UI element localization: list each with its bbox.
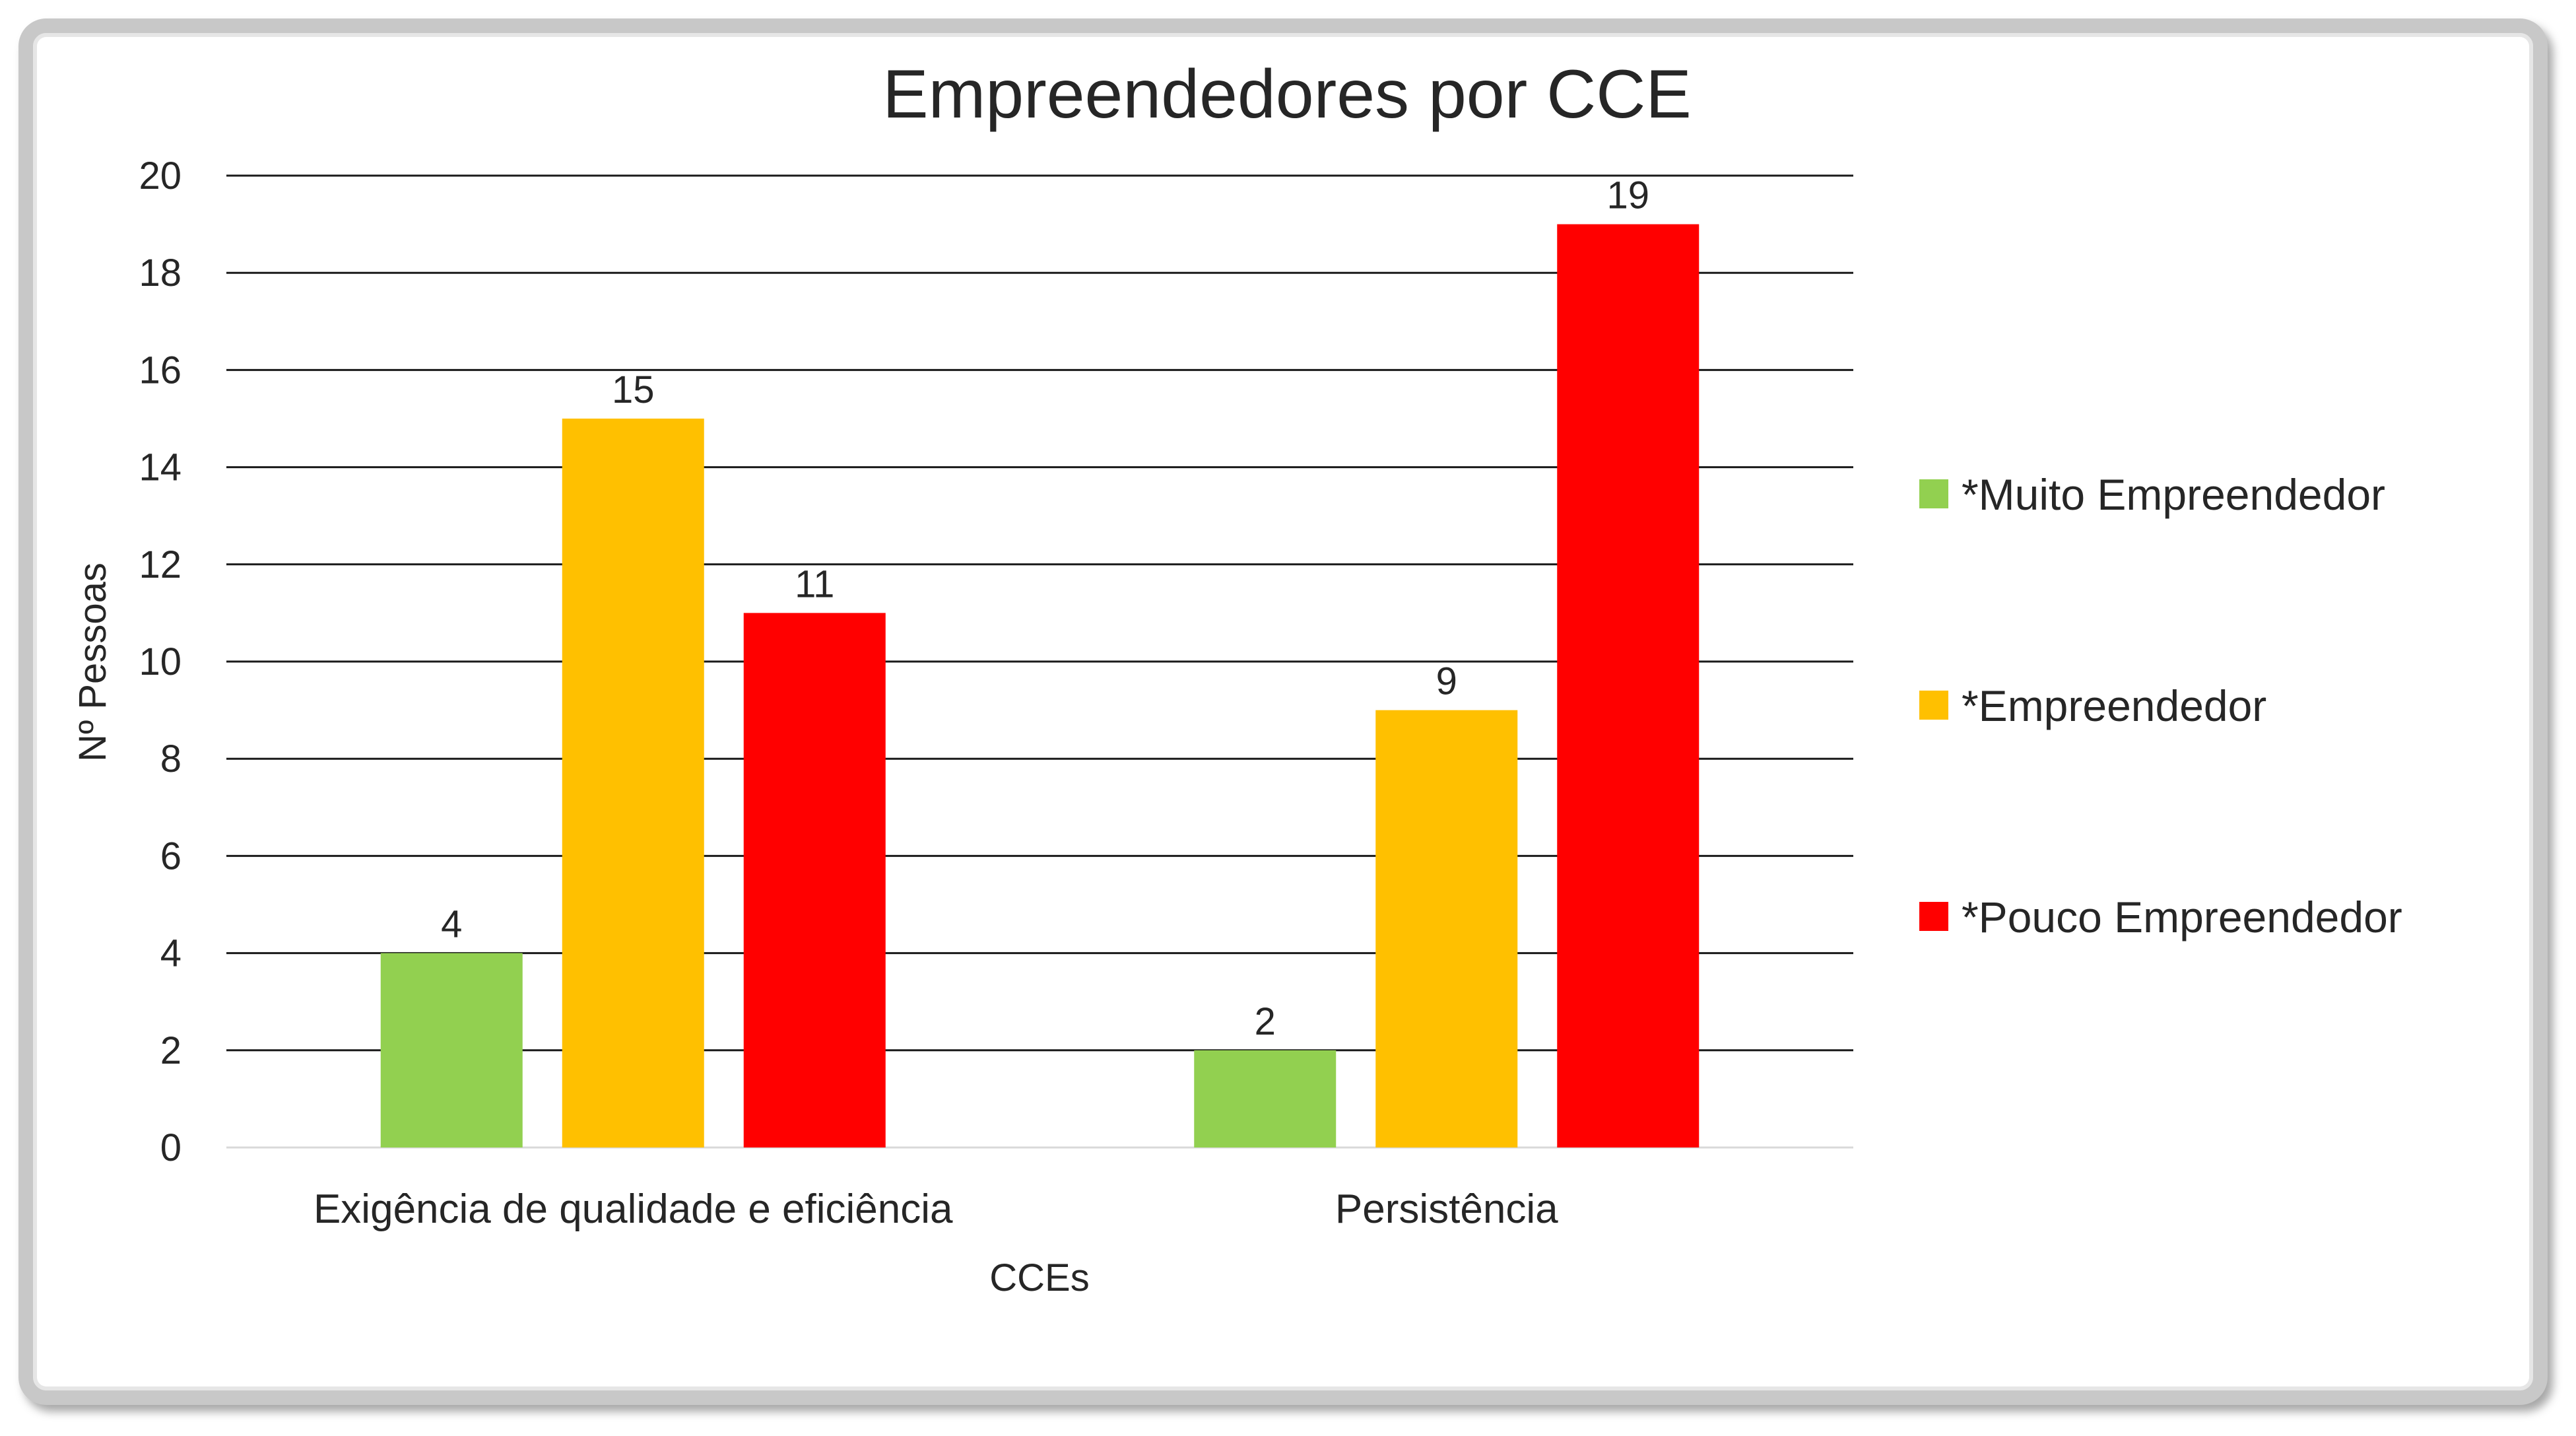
x-category-label: Persistência — [1335, 1186, 1558, 1232]
legend: *Muito Empreendedor *Empreendedor *Pouco E… — [1919, 470, 2402, 941]
data-label: 9 — [1436, 660, 1457, 703]
bars — [380, 224, 1700, 1148]
bar — [380, 953, 523, 1147]
y-axis-title: Nº Pessoas — [71, 563, 114, 762]
legend-swatch — [1919, 479, 1948, 508]
y-tick-label: 14 — [139, 446, 182, 489]
y-tick-label: 20 — [139, 154, 182, 197]
y-tick-label: 8 — [160, 737, 182, 780]
bar — [1557, 224, 1700, 1148]
y-tick-label: 6 — [160, 835, 182, 877]
data-label: 2 — [1255, 1000, 1276, 1043]
y-tick-label: 18 — [139, 252, 182, 294]
legend-label: *Empreendedor — [1962, 681, 2266, 730]
bar — [743, 613, 886, 1147]
y-tick-label: 16 — [139, 349, 182, 392]
data-label: 4 — [441, 903, 462, 946]
legend-label: *Pouco Empreendedor — [1962, 893, 2402, 941]
legend-label: *Muito Empreendedor — [1962, 470, 2385, 519]
x-axis-category-labels: Exigência de qualidade e eficiência Persi… — [314, 1186, 1558, 1232]
legend-swatch — [1919, 902, 1948, 931]
data-labels: 4 15 11 2 9 19 — [441, 174, 1649, 1043]
y-tick-label: 12 — [139, 543, 182, 586]
x-category-label: Exigência de qualidade e eficiência — [314, 1186, 953, 1232]
y-tick-label: 10 — [139, 640, 182, 683]
bar — [562, 419, 704, 1147]
y-tick-label: 0 — [160, 1126, 182, 1169]
data-label: 19 — [1606, 174, 1649, 217]
bar — [1194, 1050, 1337, 1147]
y-tick-label: 2 — [160, 1029, 182, 1072]
legend-swatch — [1919, 691, 1948, 720]
data-label: 11 — [795, 563, 834, 605]
bar — [1375, 710, 1518, 1147]
chart-frame — [18, 18, 2548, 1405]
chart-title: Empreendedores por CCE — [882, 56, 1692, 133]
y-axis-ticks: 0 2 4 6 8 10 12 14 16 18 20 — [139, 154, 182, 1169]
x-axis-title: CCEs — [989, 1256, 1089, 1299]
y-tick-label: 4 — [160, 932, 182, 975]
data-label: 15 — [612, 368, 655, 411]
